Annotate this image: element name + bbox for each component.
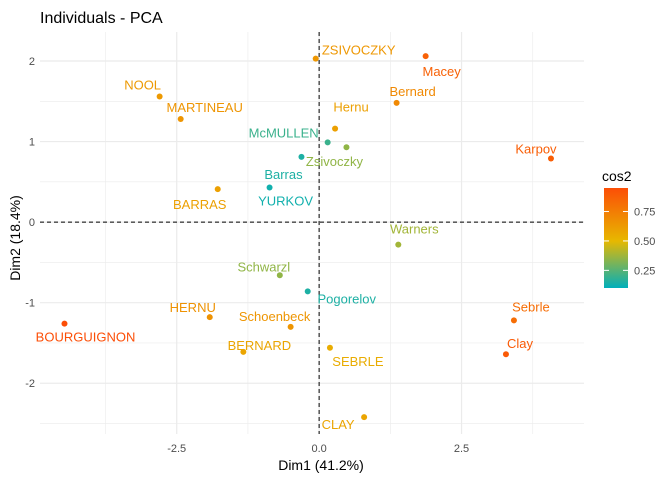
point-label: MARTINEAU [167, 100, 243, 115]
point-label: Sebrle [512, 299, 550, 314]
point-label: Barras [264, 167, 303, 182]
data-point [502, 351, 509, 358]
data-point [177, 116, 184, 123]
y-tick-label: -1 [25, 298, 35, 310]
x-axis-title: Dim1 (41.2%) [278, 457, 364, 473]
point-label: BARRAS [173, 197, 227, 212]
data-point [510, 317, 517, 324]
data-point [304, 288, 311, 295]
point-label: BERNARD [228, 338, 292, 353]
data-points [61, 53, 554, 421]
grid-lines [40, 32, 584, 434]
data-point [324, 139, 331, 146]
chart-title: Individuals - PCA [40, 10, 163, 27]
x-tick-label: 0.0 [311, 443, 326, 455]
data-point [332, 125, 339, 132]
data-point [206, 314, 213, 321]
x-tick-label: -2.5 [167, 443, 186, 455]
data-point [326, 344, 333, 351]
legend-tick-label: 0.75 [634, 207, 655, 219]
x-tick-label: 2.5 [454, 443, 469, 455]
legend-tick-label: 0.50 [634, 236, 655, 248]
data-point [156, 93, 163, 100]
point-label: Clay [507, 336, 534, 351]
legend-title: cos2 [602, 168, 632, 184]
point-label: Karpov [515, 141, 557, 156]
legend-ticks: 0.25 0.50 0.75 [604, 207, 655, 277]
y-axis-title: Dim2 (18.4%) [7, 195, 23, 281]
point-label: SEBRLE [332, 354, 384, 369]
y-tick-label: 1 [29, 137, 35, 149]
data-point [214, 186, 221, 193]
data-point [361, 414, 368, 421]
point-label: Pogorelov [317, 291, 376, 306]
point-label: Hernu [333, 100, 368, 115]
point-label: Schwarzl [237, 259, 290, 274]
y-tick-label: 0 [29, 217, 35, 229]
point-label: Bernard [389, 84, 435, 99]
legend-tick-label: 0.25 [634, 265, 655, 277]
data-point [393, 99, 400, 106]
data-point [276, 272, 283, 279]
plot-panel: SEBRLE CLAY BERNARD YURKOV ZSIVOCZKY McMULLEN… [36, 32, 584, 434]
reference-lines [40, 32, 584, 434]
data-point [266, 184, 273, 191]
x-axis-ticks: -2.5 0.0 2.5 [167, 443, 469, 455]
point-label: YURKOV [258, 193, 313, 208]
data-point [343, 144, 350, 151]
point-label: Warners [390, 222, 439, 237]
data-point [312, 55, 319, 62]
data-point [61, 320, 68, 327]
point-label: Macey [422, 64, 461, 79]
point-label: HERNU [170, 300, 216, 315]
point-label: Schoenbeck [239, 309, 311, 324]
point-label: CLAY [322, 417, 355, 432]
point-label: BOURGUIGNON [36, 330, 136, 345]
data-point [547, 155, 554, 162]
y-axis-ticks: -2 -1 0 1 2 [25, 56, 35, 390]
data-point [395, 241, 402, 248]
point-label: ZSIVOCZKY [322, 43, 396, 58]
point-label: NOOL [124, 77, 161, 92]
data-point [287, 323, 294, 330]
data-point [240, 348, 247, 355]
y-tick-label: 2 [29, 56, 35, 68]
y-tick-label: -2 [25, 378, 35, 390]
legend-colorbar [604, 188, 628, 288]
data-point [298, 153, 305, 160]
point-labels: SEBRLE CLAY BERNARD YURKOV ZSIVOCZKY McMULLEN… [36, 43, 557, 432]
cos2-legend: cos2 0.25 0.50 0.75 [602, 168, 655, 288]
point-label: Zsivoczky [306, 154, 364, 169]
data-point [422, 53, 429, 60]
point-label: McMULLEN [249, 125, 319, 140]
